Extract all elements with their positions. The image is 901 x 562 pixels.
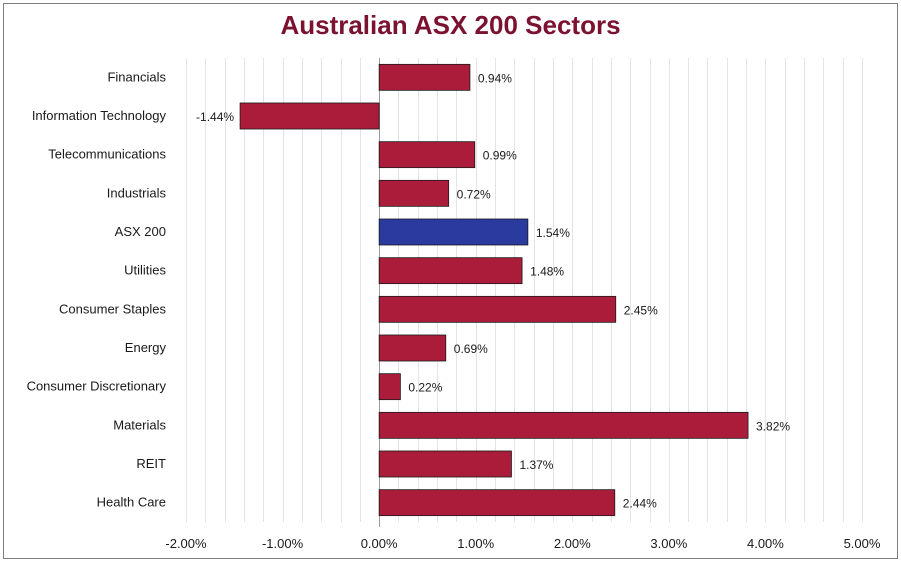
bar-telecommunications	[378, 141, 476, 169]
x-tick-label: 1.00%	[457, 536, 494, 551]
category-label: Health Care	[97, 495, 166, 510]
category-label: Financials	[107, 69, 166, 84]
data-label: 1.54%	[536, 226, 570, 240]
data-label: 0.94%	[478, 71, 512, 85]
category-label: Information Technology	[32, 108, 167, 123]
bar-industrials	[378, 179, 450, 207]
data-label: 3.82%	[756, 419, 790, 433]
category-label: REIT	[136, 456, 166, 471]
x-tick-label: 0.00%	[361, 536, 398, 551]
chart-title: Australian ASX 200 Sectors	[280, 10, 621, 40]
data-label: 0.72%	[457, 187, 491, 201]
data-label: 2.45%	[624, 303, 658, 317]
x-tick-label: -1.00%	[262, 536, 304, 551]
x-tick-label: 4.00%	[747, 536, 784, 551]
category-label: Utilities	[124, 263, 166, 278]
x-tick-label: 5.00%	[844, 536, 881, 551]
bar-materials	[378, 411, 749, 439]
category-label: ASX 200	[115, 224, 166, 239]
data-label: 0.69%	[454, 342, 488, 356]
x-tick-label: 3.00%	[650, 536, 687, 551]
data-label: 1.37%	[519, 458, 553, 472]
bar-consumer-discretionary	[378, 373, 401, 401]
bar-information-technology	[239, 102, 380, 130]
bar-utilities	[378, 257, 523, 285]
bar-health-care	[378, 489, 616, 517]
data-label: 0.99%	[483, 149, 517, 163]
category-label: Industrials	[107, 185, 167, 200]
bar-energy	[378, 334, 447, 362]
bar-consumer-staples	[378, 295, 617, 323]
data-label: -1.44%	[196, 110, 234, 124]
data-label: 1.48%	[530, 265, 564, 279]
data-label: 0.22%	[408, 381, 442, 395]
bar-financials	[378, 63, 471, 91]
category-label: Consumer Staples	[59, 301, 166, 316]
category-label: Telecommunications	[48, 147, 166, 162]
category-label: Materials	[113, 417, 166, 432]
data-label: 2.44%	[623, 497, 657, 511]
bar-asx-200	[378, 218, 529, 246]
category-label: Consumer Discretionary	[27, 379, 167, 394]
x-tick-label: -2.00%	[165, 536, 207, 551]
category-label: Energy	[125, 340, 167, 355]
x-tick-label: 2.00%	[554, 536, 591, 551]
bar-reit	[378, 450, 512, 478]
